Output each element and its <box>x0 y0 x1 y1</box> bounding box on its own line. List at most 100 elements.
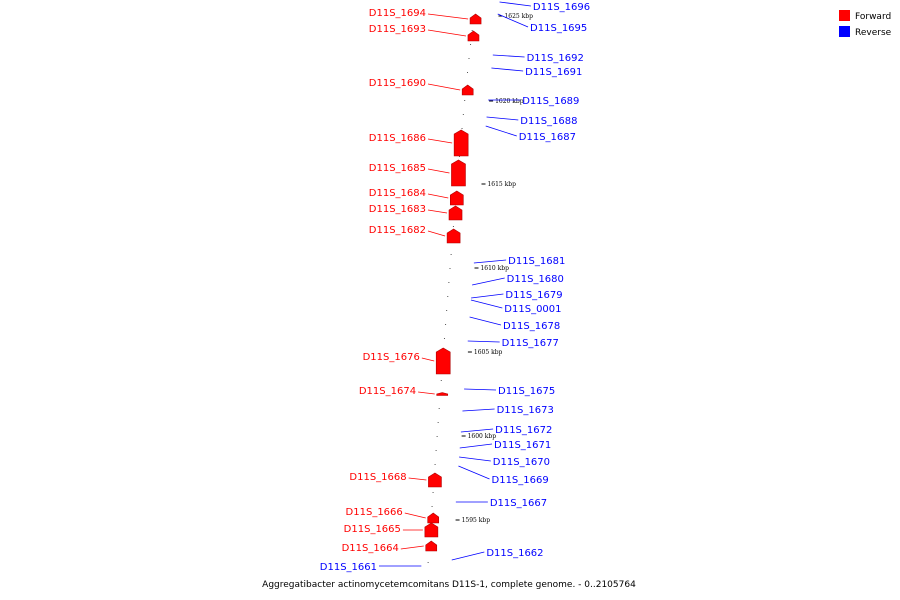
reverse-gene-label[interactable]: D11S_1692 <box>527 53 584 64</box>
reverse-gene-label[interactable]: D11S_1681 <box>508 256 565 267</box>
minor-tick <box>468 58 470 59</box>
minor-tick <box>445 324 447 325</box>
tick-label: 1600 kbp <box>468 433 497 440</box>
minor-tick <box>449 268 451 269</box>
reverse-gene-leader <box>467 340 500 343</box>
forward-gene-leader <box>421 357 435 362</box>
forward-gene-arrow[interactable] <box>453 129 469 157</box>
tick-label: 1610 kbp <box>480 265 509 272</box>
minor-tick <box>452 226 454 227</box>
forward-gene-label[interactable]: D11S_1684 <box>369 188 426 199</box>
reverse-gene-label[interactable]: D11S_0001 <box>504 304 561 315</box>
minor-tick <box>467 72 469 73</box>
forward-gene-label[interactable]: D11S_1694 <box>369 8 426 19</box>
forward-gene-label[interactable]: D11S_1674 <box>359 386 416 397</box>
forward-gene-arrow[interactable] <box>448 205 463 221</box>
forward-gene-label[interactable]: D11S_1683 <box>369 204 426 215</box>
forward-gene-leader <box>427 83 461 91</box>
tick-label: 1605 kbp <box>474 349 503 356</box>
forward-gene-leader <box>427 168 450 174</box>
forward-gene-label[interactable]: D11S_1664 <box>342 543 399 554</box>
forward-gene-leader <box>427 138 453 144</box>
reverse-gene-label[interactable]: D11S_1688 <box>520 116 577 127</box>
reverse-gene-label[interactable]: D11S_1661 <box>320 562 377 573</box>
reverse-gene-label[interactable]: D11S_1673 <box>497 405 554 416</box>
forward-gene-arrow[interactable] <box>425 540 438 552</box>
forward-gene-label[interactable]: D11S_1666 <box>346 507 403 518</box>
forward-gene-leader <box>427 13 469 20</box>
minor-tick <box>440 380 442 381</box>
minor-tick <box>438 408 440 409</box>
forward-gene-label[interactable]: D11S_1685 <box>369 163 426 174</box>
forward-gene-label[interactable]: D11S_1682 <box>369 225 426 236</box>
reverse-gene-label[interactable]: D11S_1667 <box>490 498 547 509</box>
reverse-gene-leader <box>469 316 502 326</box>
minor-tick <box>458 156 460 157</box>
minor-tick <box>470 44 472 45</box>
legend-label-reverse: Reverse <box>855 28 892 38</box>
minor-tick <box>471 30 473 31</box>
reverse-gene-label[interactable]: D11S_1677 <box>502 338 559 349</box>
forward-gene-leader <box>418 391 435 395</box>
reverse-gene-leader <box>485 125 517 137</box>
forward-gene-arrow[interactable] <box>424 522 439 538</box>
reverse-gene-leader <box>497 13 529 28</box>
forward-gene-label[interactable]: D11S_1665 <box>344 524 401 535</box>
forward-gene-label[interactable]: D11S_1693 <box>369 24 426 35</box>
reverse-gene-label[interactable]: D11S_1662 <box>486 548 543 559</box>
forward-gene-leader <box>400 545 424 550</box>
reverse-gene-label[interactable]: D11S_1669 <box>492 475 549 486</box>
forward-gene-label[interactable]: D11S_1690 <box>369 78 426 89</box>
forward-gene-arrow[interactable] <box>436 392 449 396</box>
forward-gene-arrow[interactable] <box>427 512 440 524</box>
reverse-gene-label[interactable]: D11S_1679 <box>505 290 562 301</box>
reverse-gene-label[interactable]: D11S_1696 <box>533 2 590 13</box>
forward-gene-label[interactable]: D11S_1676 <box>363 352 420 363</box>
minor-tick <box>432 492 434 493</box>
forward-gene-arrow[interactable] <box>467 30 480 42</box>
reverse-gene-leader <box>492 54 525 58</box>
reverse-gene-leader <box>473 259 507 264</box>
forward-gene-arrow[interactable] <box>469 13 482 25</box>
reverse-gene-label[interactable]: D11S_1691 <box>525 67 582 78</box>
forward-gene-arrow[interactable] <box>449 190 464 206</box>
reverse-gene-label[interactable]: D11S_1671 <box>494 440 551 451</box>
forward-gene-arrow[interactable] <box>446 228 461 244</box>
reverse-gene-leader <box>486 116 519 121</box>
minor-tick <box>464 100 466 101</box>
reverse-gene-leader <box>458 465 490 480</box>
map-caption: Aggregatibacter actinomycetemcomitans D1… <box>262 580 636 590</box>
minor-tick <box>437 422 439 423</box>
reverse-gene-label[interactable]: D11S_1670 <box>493 457 550 468</box>
forward-gene-label[interactable]: D11S_1686 <box>369 133 426 144</box>
reverse-gene-leader <box>451 551 485 561</box>
reverse-gene-label[interactable]: D11S_1678 <box>503 321 560 332</box>
forward-strand-genes: D11S_1694 D11S_1693 D11S_1690 D11S_1686 D11S… <box>342 8 482 554</box>
reverse-gene-label[interactable]: D11S_1672 <box>495 425 552 436</box>
forward-gene-leader <box>408 477 427 481</box>
forward-gene-label[interactable]: D11S_1668 <box>349 472 406 483</box>
reverse-strand-genes: D11S_1696 D11S_1695 D11S_1692 D11S_1691 D11S… <box>320 1 590 573</box>
reverse-gene-label[interactable]: D11S_1680 <box>507 274 564 285</box>
forward-gene-arrow[interactable] <box>461 84 474 96</box>
legend-swatch-forward <box>839 10 850 21</box>
forward-gene-arrow[interactable] <box>435 347 451 375</box>
forward-gene-leader <box>404 512 426 519</box>
tick-label: 1615 kbp <box>487 181 516 188</box>
minor-tick <box>447 296 449 297</box>
minor-tick <box>448 282 450 283</box>
reverse-gene-label[interactable]: D11S_1675 <box>498 386 555 397</box>
reverse-gene-label[interactable]: D11S_1687 <box>519 132 576 143</box>
kbp-ticks: 1625 kbp 1620 kbp 1615 kbp 1610 kbp 1605 kbp… <box>427 13 533 563</box>
forward-gene-leader <box>427 193 449 199</box>
reverse-gene-leader <box>499 1 531 7</box>
reverse-gene-label[interactable]: D11S_1689 <box>522 96 579 107</box>
forward-gene-arrow[interactable] <box>428 472 442 488</box>
forward-gene-arrow[interactable] <box>451 159 466 187</box>
minor-tick <box>435 450 437 451</box>
forward-gene-leader <box>427 29 467 37</box>
tick-label: 1625 kbp <box>504 13 533 20</box>
reverse-gene-label[interactable]: D11S_1695 <box>530 23 587 34</box>
legend-label-forward: Forward <box>855 12 891 22</box>
